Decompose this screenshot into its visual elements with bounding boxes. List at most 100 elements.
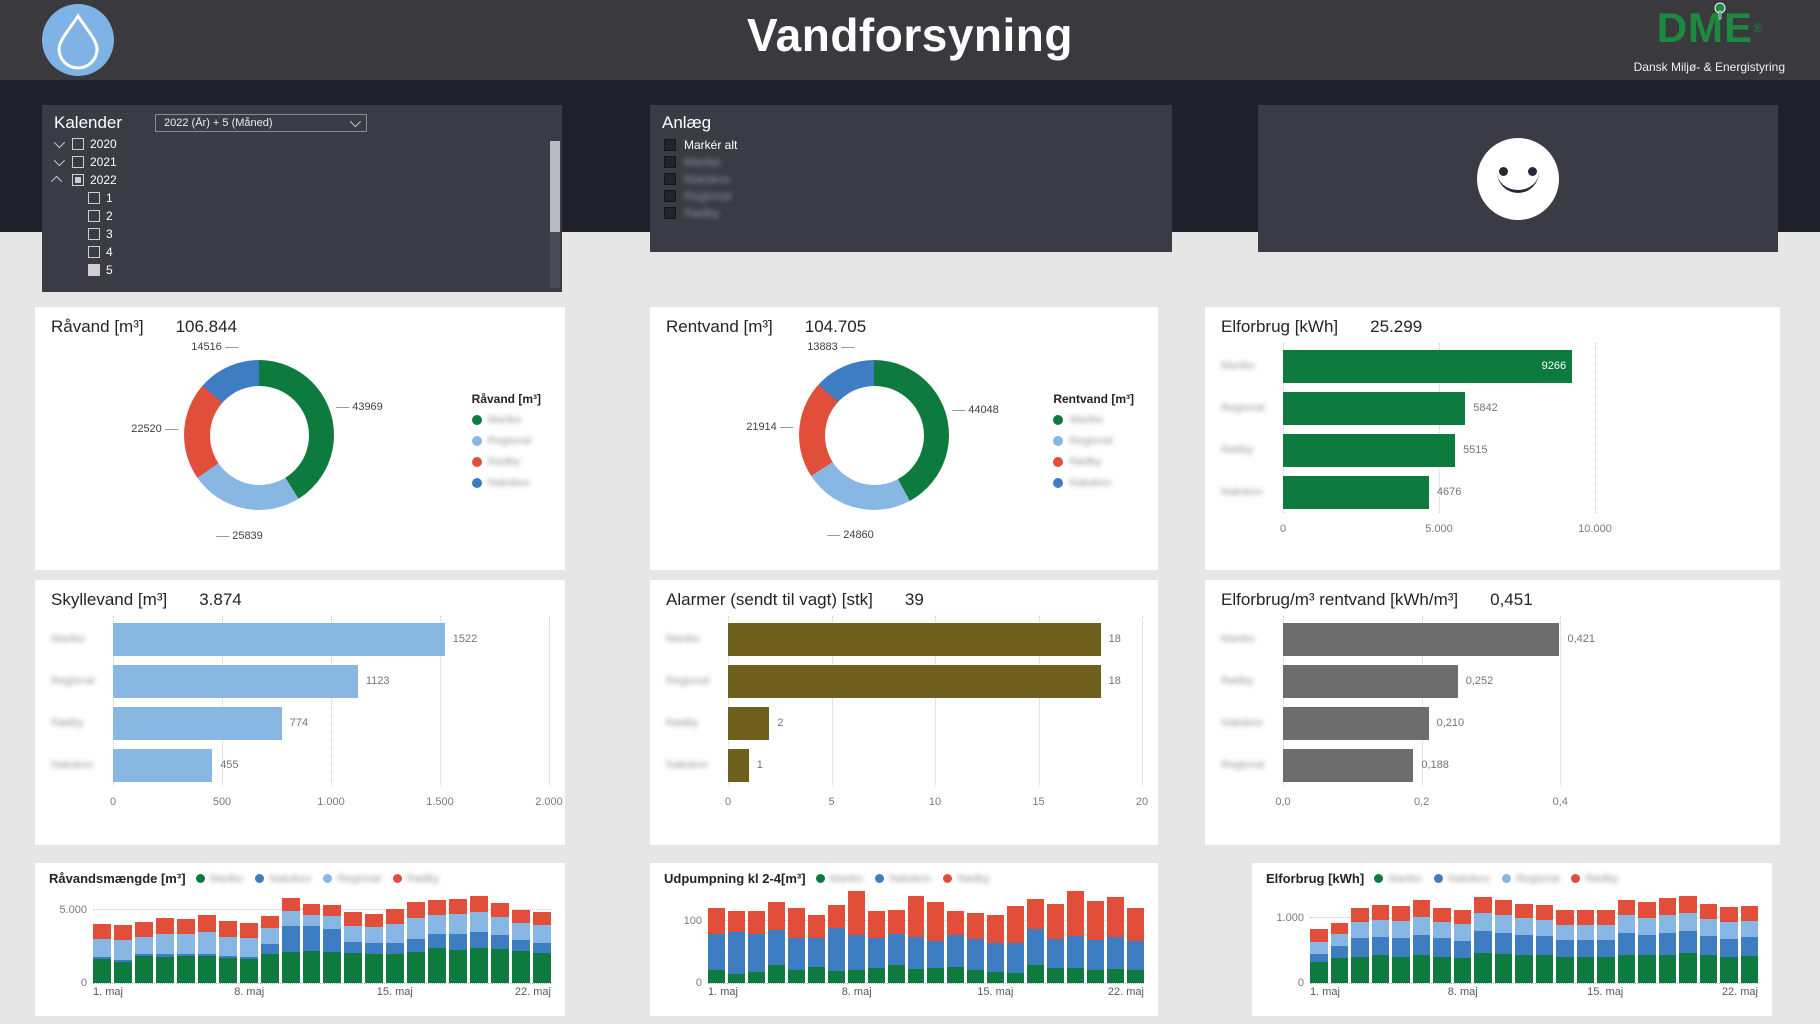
legend-item[interactable]: Maribo xyxy=(195,873,243,885)
bar[interactable] xyxy=(728,706,770,740)
stacked-bar[interactable] xyxy=(1597,910,1615,983)
bar[interactable] xyxy=(113,706,282,740)
stacked-bar[interactable] xyxy=(1087,900,1105,983)
stacked-bar[interactable] xyxy=(239,922,258,983)
stacked-bar[interactable] xyxy=(491,902,510,983)
scrollbar-thumb[interactable] xyxy=(550,141,560,233)
bar[interactable] xyxy=(728,664,1101,698)
bar[interactable] xyxy=(1283,433,1456,467)
bar[interactable] xyxy=(1283,664,1458,698)
bar[interactable] xyxy=(113,748,213,782)
stacked-bar[interactable] xyxy=(449,899,468,983)
stacked-bar[interactable] xyxy=(767,901,785,983)
kalender-dropdown[interactable]: 2022 (År) + 5 (Måned) xyxy=(155,114,367,132)
legend-item[interactable]: Maribo xyxy=(815,873,863,885)
legend-item[interactable]: Nakskov xyxy=(255,873,311,885)
stacked-bar[interactable] xyxy=(113,924,132,983)
stacked-bar[interactable] xyxy=(1351,908,1369,983)
bar[interactable] xyxy=(728,622,1101,656)
stacked-bar[interactable] xyxy=(533,912,551,983)
stacked-bar[interactable] xyxy=(747,911,765,983)
stacked-bar[interactable] xyxy=(1474,897,1492,983)
stacked-bar[interactable] xyxy=(1699,903,1717,983)
year-checkbox[interactable] xyxy=(72,138,84,150)
stacked-bar[interactable] xyxy=(1027,899,1045,983)
stacked-bar[interactable] xyxy=(1412,900,1430,983)
legend-item[interactable]: Nakskov xyxy=(1053,477,1134,489)
kalender-year-row[interactable]: 2021 xyxy=(42,153,562,171)
anlaeg-checkbox[interactable] xyxy=(664,156,676,168)
stacked-bar[interactable] xyxy=(907,896,925,983)
stacked-bar[interactable] xyxy=(1720,906,1738,983)
bar[interactable] xyxy=(728,748,749,782)
stacked-bar[interactable] xyxy=(134,922,153,983)
anlaeg-checkbox[interactable] xyxy=(664,207,676,219)
stacked-bar[interactable] xyxy=(1658,898,1676,983)
legend-item[interactable]: Nakskov xyxy=(471,477,541,489)
stacked-bar[interactable] xyxy=(1576,910,1594,983)
stacked-bar[interactable] xyxy=(1433,907,1451,983)
anlaeg-checkbox[interactable] xyxy=(664,173,676,185)
stacked-bar[interactable] xyxy=(1515,903,1533,983)
legend-item[interactable]: Nakskov xyxy=(1433,873,1490,885)
stacked-bar[interactable] xyxy=(260,916,279,983)
stacked-bar[interactable] xyxy=(1330,923,1348,983)
kalender-month-row[interactable]: 1 xyxy=(42,189,562,207)
legend-item[interactable]: Regional xyxy=(1053,435,1134,447)
bar[interactable] xyxy=(1283,391,1466,425)
stacked-bar[interactable] xyxy=(1535,904,1553,983)
stacked-bar[interactable] xyxy=(1067,891,1085,983)
donut-ring[interactable] xyxy=(799,360,949,510)
legend-item[interactable]: Maribo xyxy=(1374,873,1422,885)
stacked-bar[interactable] xyxy=(987,915,1005,983)
kalender-year-row[interactable]: 2022 xyxy=(42,171,562,189)
legend-item[interactable]: Maribo xyxy=(471,414,541,426)
month-checkbox[interactable] xyxy=(88,228,100,240)
stacked-bar[interactable] xyxy=(927,902,945,983)
legend-item[interactable]: Rødby xyxy=(943,873,990,885)
stacked-bar[interactable] xyxy=(1392,906,1410,983)
bar[interactable]: 9266 xyxy=(1283,349,1573,383)
stacked-bar[interactable] xyxy=(93,924,111,983)
stacked-bar[interactable] xyxy=(708,908,725,983)
stacked-bar[interactable] xyxy=(365,913,384,983)
bar[interactable] xyxy=(1283,706,1429,740)
legend-item[interactable]: Rødby xyxy=(1053,456,1134,468)
chevron-up-icon[interactable] xyxy=(50,175,63,188)
stacked-bar[interactable] xyxy=(470,896,489,983)
stacked-bar[interactable] xyxy=(967,913,985,983)
stacked-bar[interactable] xyxy=(1453,909,1471,983)
legend-item[interactable]: Rødby xyxy=(471,456,541,468)
stacked-bar[interactable] xyxy=(1371,904,1389,983)
stacked-bar[interactable] xyxy=(867,911,885,983)
legend-item[interactable]: Rødby xyxy=(392,873,439,885)
month-checkbox[interactable] xyxy=(88,246,100,258)
bar[interactable] xyxy=(1283,475,1429,509)
stacked-bar[interactable] xyxy=(887,910,905,983)
kalender-month-row[interactable]: 2 xyxy=(42,207,562,225)
year-checkbox[interactable] xyxy=(72,174,84,186)
stacked-bar[interactable] xyxy=(302,904,321,983)
stacked-bar[interactable] xyxy=(1617,900,1635,983)
anlaeg-item-row[interactable]: Markér alt xyxy=(650,137,1172,153)
stacked-bar[interactable] xyxy=(323,905,342,983)
legend-item[interactable]: Nakskov xyxy=(875,873,931,885)
stacked-bar[interactable] xyxy=(218,921,237,983)
anlaeg-item-row[interactable]: Nakskov xyxy=(650,171,1172,187)
stacked-bar[interactable] xyxy=(947,911,965,983)
bar[interactable] xyxy=(113,664,358,698)
bar[interactable] xyxy=(113,622,445,656)
stacked-bar[interactable] xyxy=(727,911,745,983)
stacked-bar[interactable] xyxy=(386,908,405,983)
stacked-bar[interactable] xyxy=(1494,900,1512,983)
stacked-bar[interactable] xyxy=(197,915,216,983)
stacked-bar[interactable] xyxy=(1007,906,1025,983)
stacked-bar[interactable] xyxy=(787,908,805,983)
stacked-bar[interactable] xyxy=(176,919,195,983)
stacked-bar[interactable] xyxy=(1047,903,1065,983)
month-checkbox[interactable] xyxy=(88,192,100,204)
stacked-bar[interactable] xyxy=(827,905,845,983)
legend-item[interactable]: Rødby xyxy=(1571,873,1618,885)
year-checkbox[interactable] xyxy=(72,156,84,168)
anlaeg-checkbox[interactable] xyxy=(664,139,676,151)
